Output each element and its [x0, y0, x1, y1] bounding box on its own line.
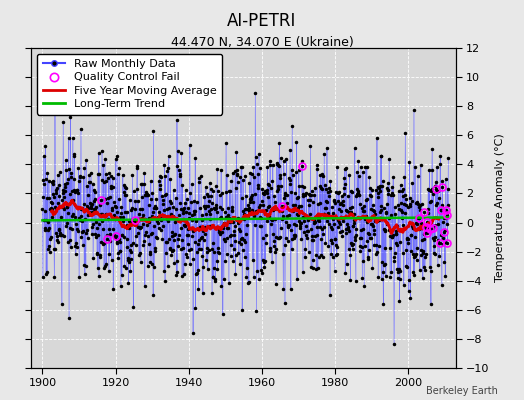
- Text: AI-PETRI: AI-PETRI: [227, 12, 297, 30]
- Text: 44.470 N, 34.070 E (Ukraine): 44.470 N, 34.070 E (Ukraine): [171, 36, 353, 49]
- Legend: Raw Monthly Data, Quality Control Fail, Five Year Moving Average, Long-Term Tren: Raw Monthly Data, Quality Control Fail, …: [37, 54, 222, 115]
- Y-axis label: Temperature Anomaly (°C): Temperature Anomaly (°C): [495, 134, 505, 282]
- Text: Berkeley Earth: Berkeley Earth: [426, 386, 498, 396]
